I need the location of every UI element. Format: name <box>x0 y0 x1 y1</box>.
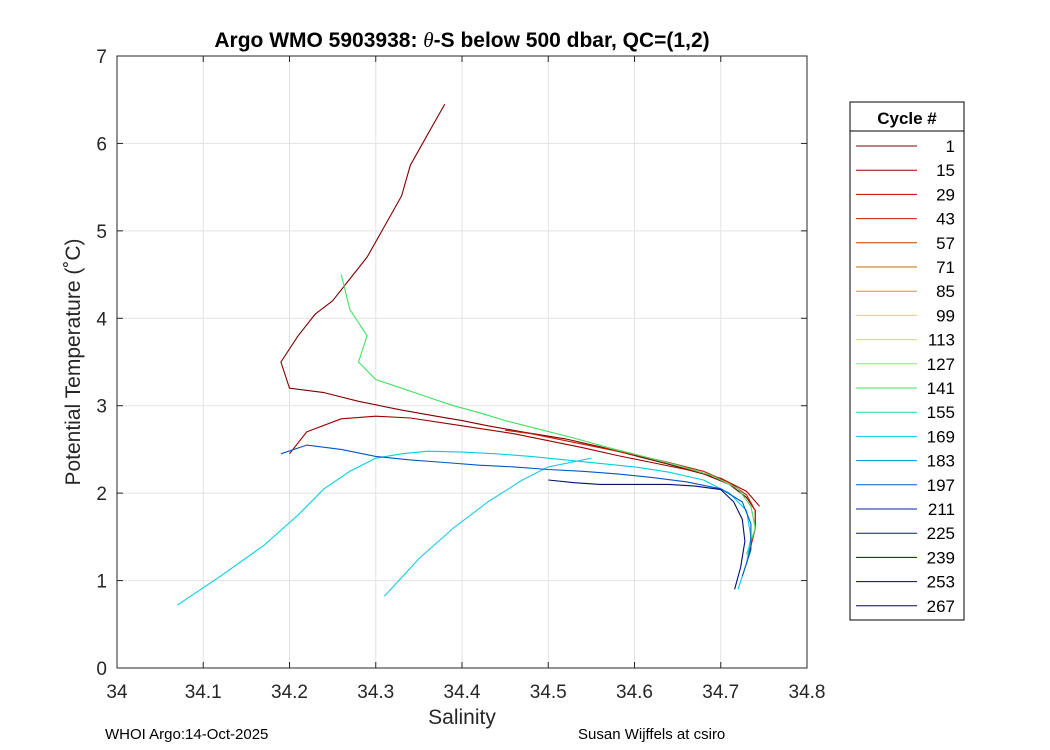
y-tick-label-0: 0 <box>96 659 107 680</box>
series-line-3 <box>340 274 756 555</box>
legend-label-11: 155 <box>927 403 955 422</box>
series-line-0 <box>280 103 756 564</box>
y-tick-label-5: 5 <box>96 222 107 243</box>
series-line-5 <box>383 457 592 597</box>
legend-label-8: 113 <box>928 331 955 350</box>
title-theta: θ <box>423 28 433 52</box>
x-tick-label-2: 34.2 <box>271 682 308 703</box>
x-tick-label-6: 34.6 <box>616 682 653 703</box>
title-part-2: -S below 500 dbar, QC=(1,2) <box>434 29 710 52</box>
legend-label-6: 85 <box>936 282 955 301</box>
legend-label-17: 239 <box>927 548 955 567</box>
legend-title: Cycle # <box>877 109 937 128</box>
legend-label-4: 57 <box>936 234 955 253</box>
legend-label-15: 211 <box>928 500 955 519</box>
legend-label-1: 15 <box>936 161 955 180</box>
legend-label-12: 169 <box>927 427 955 446</box>
legend-entries: 1 15 29 43 57 71 85 99 113 127 141 155 169 183 197 211 2… <box>856 137 955 616</box>
legend-label-2: 29 <box>936 185 955 204</box>
y-tick-label-7: 7 <box>96 47 107 68</box>
footer-right: Susan Wijffels at csiro <box>578 726 726 743</box>
x-axis: 34 34.1 34.2 34.3 34.4 34.5 34.6 34.7 34.8 <box>106 56 825 703</box>
x-tick-label-3: 34.3 <box>357 682 394 703</box>
y-axis-label: Potential Temperature (˚C) <box>62 238 85 485</box>
y-tick-label-2: 2 <box>96 484 107 505</box>
x-tick-label-7: 34.7 <box>702 682 739 703</box>
legend-label-9: 127 <box>927 355 955 374</box>
title-part-1: Argo WMO 5903938: <box>214 29 423 52</box>
footer-left: WHOI Argo:14-Oct-2025 <box>105 726 269 743</box>
legend-label-16: 225 <box>927 524 955 543</box>
x-tick-label-1: 34.1 <box>185 682 222 703</box>
legend-label-10: 141 <box>927 379 955 398</box>
series-line-4 <box>177 450 752 606</box>
legend-label-0: 1 <box>946 137 955 156</box>
series-line-2 <box>505 429 756 546</box>
chart-title: Argo WMO 5903938: θ-S below 500 dbar, QC… <box>214 28 709 52</box>
legend-label-13: 183 <box>927 452 955 471</box>
y-tick-label-1: 1 <box>96 572 107 593</box>
series-line-6 <box>280 444 752 577</box>
legend-label-14: 197 <box>927 476 955 495</box>
x-tick-label-8: 34.8 <box>789 682 826 703</box>
series-line-7 <box>548 479 746 590</box>
x-tick-label-4: 34.4 <box>444 682 481 703</box>
x-axis-label: Salinity <box>428 706 496 729</box>
x-tick-label-5: 34.5 <box>530 682 567 703</box>
legend-label-5: 71 <box>936 258 955 277</box>
y-tick-label-6: 6 <box>96 134 107 155</box>
series-line-1 <box>289 415 761 507</box>
y-axis: 0 1 2 3 4 5 6 7 <box>96 47 807 680</box>
legend-label-3: 43 <box>936 210 955 229</box>
y-tick-label-3: 3 <box>96 397 107 418</box>
legend-label-19: 267 <box>927 597 955 616</box>
y-tick-label-4: 4 <box>96 309 107 330</box>
legend-label-7: 99 <box>936 306 955 325</box>
legend-label-18: 253 <box>927 573 955 592</box>
series-layer <box>177 103 761 606</box>
x-tick-label-0: 34 <box>106 682 128 703</box>
legend: Cycle # 1 15 29 43 57 71 85 99 113 127 141 155 169 18… <box>849 101 965 621</box>
